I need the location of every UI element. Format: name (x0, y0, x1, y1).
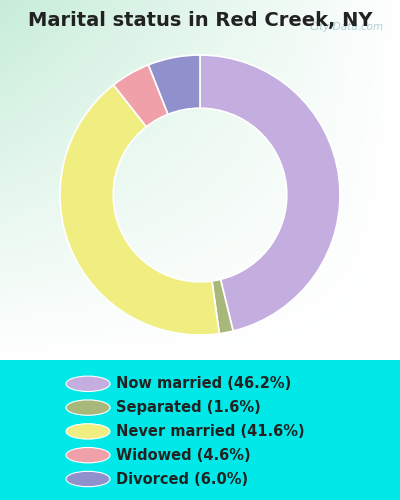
Text: Marital status in Red Creek, NY: Marital status in Red Creek, NY (28, 11, 372, 30)
Circle shape (66, 400, 110, 415)
Circle shape (66, 472, 110, 486)
Text: Widowed (4.6%): Widowed (4.6%) (116, 448, 251, 462)
Circle shape (66, 424, 110, 439)
Wedge shape (148, 55, 200, 114)
Text: Never married (41.6%): Never married (41.6%) (116, 424, 305, 439)
Wedge shape (60, 85, 219, 335)
Circle shape (66, 448, 110, 463)
Text: Separated (1.6%): Separated (1.6%) (116, 400, 261, 415)
Wedge shape (212, 280, 233, 334)
Text: Divorced (6.0%): Divorced (6.0%) (116, 472, 248, 486)
Wedge shape (114, 65, 168, 127)
Text: City-Data.com: City-Data.com (310, 22, 384, 32)
Circle shape (66, 376, 110, 392)
Text: Now married (46.2%): Now married (46.2%) (116, 376, 291, 392)
Wedge shape (200, 55, 340, 331)
